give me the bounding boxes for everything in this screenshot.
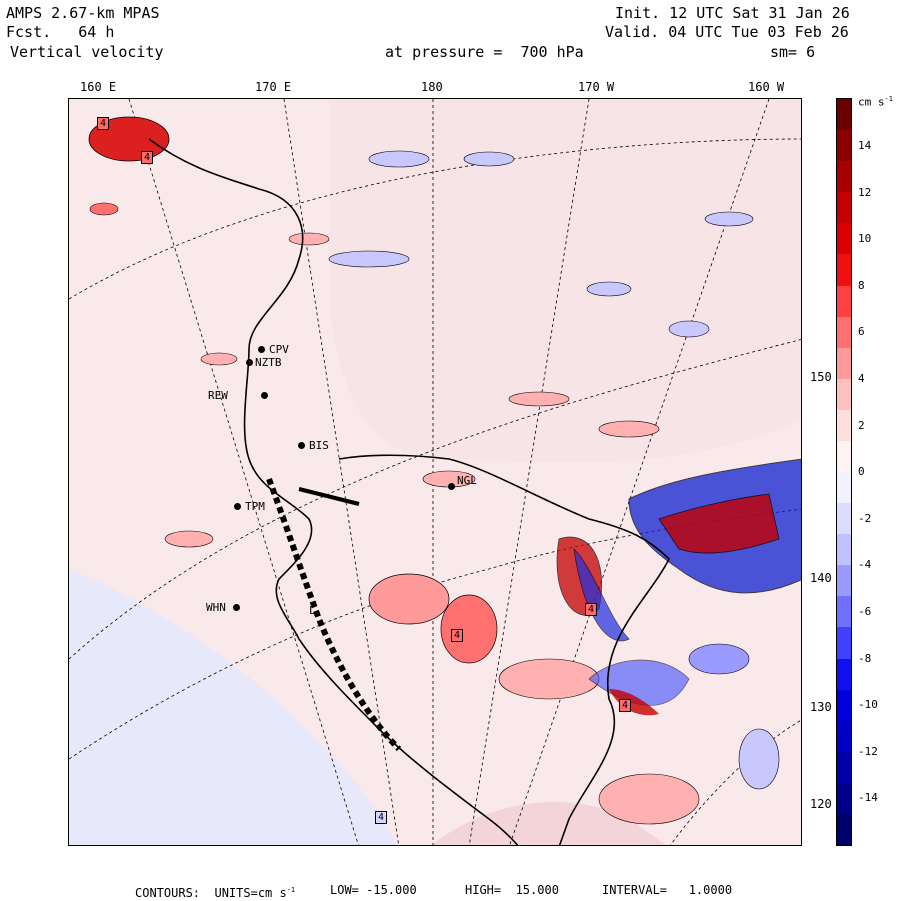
colorbar-tick-label: -6 [858,605,872,618]
colorbar-tick-label: 0 [858,465,865,479]
footer-interval: INTERVAL= 1.0000 [602,883,733,897]
colorbar [836,98,852,846]
colorbar-tick-label: 10 [858,232,872,246]
colorbar-segment [837,161,851,193]
colorbar-segment [837,99,851,131]
station-dot [233,604,240,611]
colorbar-segment [837,565,851,597]
extreme-marker: 4 [619,699,632,712]
station-label: NGL [457,474,477,487]
forecast-hour: Fcst. 64 h [6,23,115,41]
colorbar-tick-label: -12 [858,744,878,758]
colorbar-segment [837,130,851,162]
velocity-blobs [88,116,801,825]
colorbar-segment [837,440,851,473]
lon-label: 170 W [578,80,615,94]
station-dot [234,503,241,510]
colorbar-segment [837,285,851,318]
field-name: Vertical velocity [10,43,164,61]
lon-label: 170 E [255,80,292,94]
extreme-marker: 4 [451,629,464,642]
colorbar-tick-label: 8 [858,278,865,292]
lon-label: 160 W [748,80,785,94]
colorbar-segment [837,378,851,411]
station-label: NZTB [255,356,282,369]
station-dot [261,392,268,399]
colorbar-tick-label: 4 [858,372,865,385]
colorbar-tick-label: 14 [858,139,872,152]
smoothing: sm= 6 [770,43,816,61]
colorbar-tick-label: -2 [858,511,872,525]
footer-contours: CONTOURS: UNITS=cm s-1 [135,886,296,900]
colorbar-segment [837,782,851,815]
colorbar-segment [837,347,851,380]
colorbar-segment [837,503,851,535]
colorbar-units: cm s-1 [858,95,893,109]
colorbar-segment [837,223,851,255]
footer-low: LOW= -15.000 [330,883,417,897]
colorbar-tick-label: -8 [858,651,872,665]
colorbar-segment [837,596,851,628]
colorbar-tick-label: -14 [858,791,878,805]
colorbar-segment [837,627,851,659]
ice-shelf-edge [338,454,670,845]
colorbar-segment [837,813,851,846]
vertical-velocity-field [69,99,801,845]
valid-time: Valid. 04 UTC Tue 03 Feb 26 [605,23,849,41]
station-label: BIS [309,439,329,452]
station-dot [298,442,305,449]
map-panel: CPV NZTB REW BIS TPM WHN NGL L 4 4 4 4 4… [68,98,802,846]
station-label: L [309,604,316,617]
colorbar-tick-label: 2 [858,418,865,432]
colorbar-tick-label: -4 [858,558,872,572]
colorbar-segment [837,409,851,442]
colorbar-segment [837,472,851,504]
colorbar-segment [837,254,851,286]
colorbar-segment [837,192,851,224]
model-title: AMPS 2.67-km MPAS [6,4,160,22]
colorbar-segment [837,720,851,753]
extreme-marker: 4 [375,811,388,824]
station-label: REW [208,389,228,402]
colorbar-tick-label: -10 [858,698,878,712]
colorbar-segment [837,689,851,722]
station-label: TPM [245,500,265,513]
colorbar-segment [837,658,851,691]
lon-label: 180 [421,80,443,94]
extreme-marker: 4 [141,151,154,164]
footer-high: HIGH= 15.000 [465,883,559,897]
colorbar-segment [837,751,851,784]
extreme-marker: 4 [97,117,110,130]
station-dot [246,359,253,366]
colorbar-segment [837,316,851,349]
colorbar-tick-label: 12 [858,185,872,199]
station-label: CPV [269,343,289,356]
colorbar-tick-label: 6 [858,325,865,339]
station-label: WHN [206,601,226,614]
lon-label: 160 E [80,80,117,94]
init-time: Init. 12 UTC Sat 31 Jan 26 [615,4,850,22]
station-dot [258,346,265,353]
pressure-level: at pressure = 700 hPa [385,43,584,61]
extreme-marker: 4 [585,603,598,616]
coastline [148,138,519,845]
ice-shelf-shading [69,569,398,845]
colorbar-segment [837,534,851,566]
station-dot [448,483,455,490]
